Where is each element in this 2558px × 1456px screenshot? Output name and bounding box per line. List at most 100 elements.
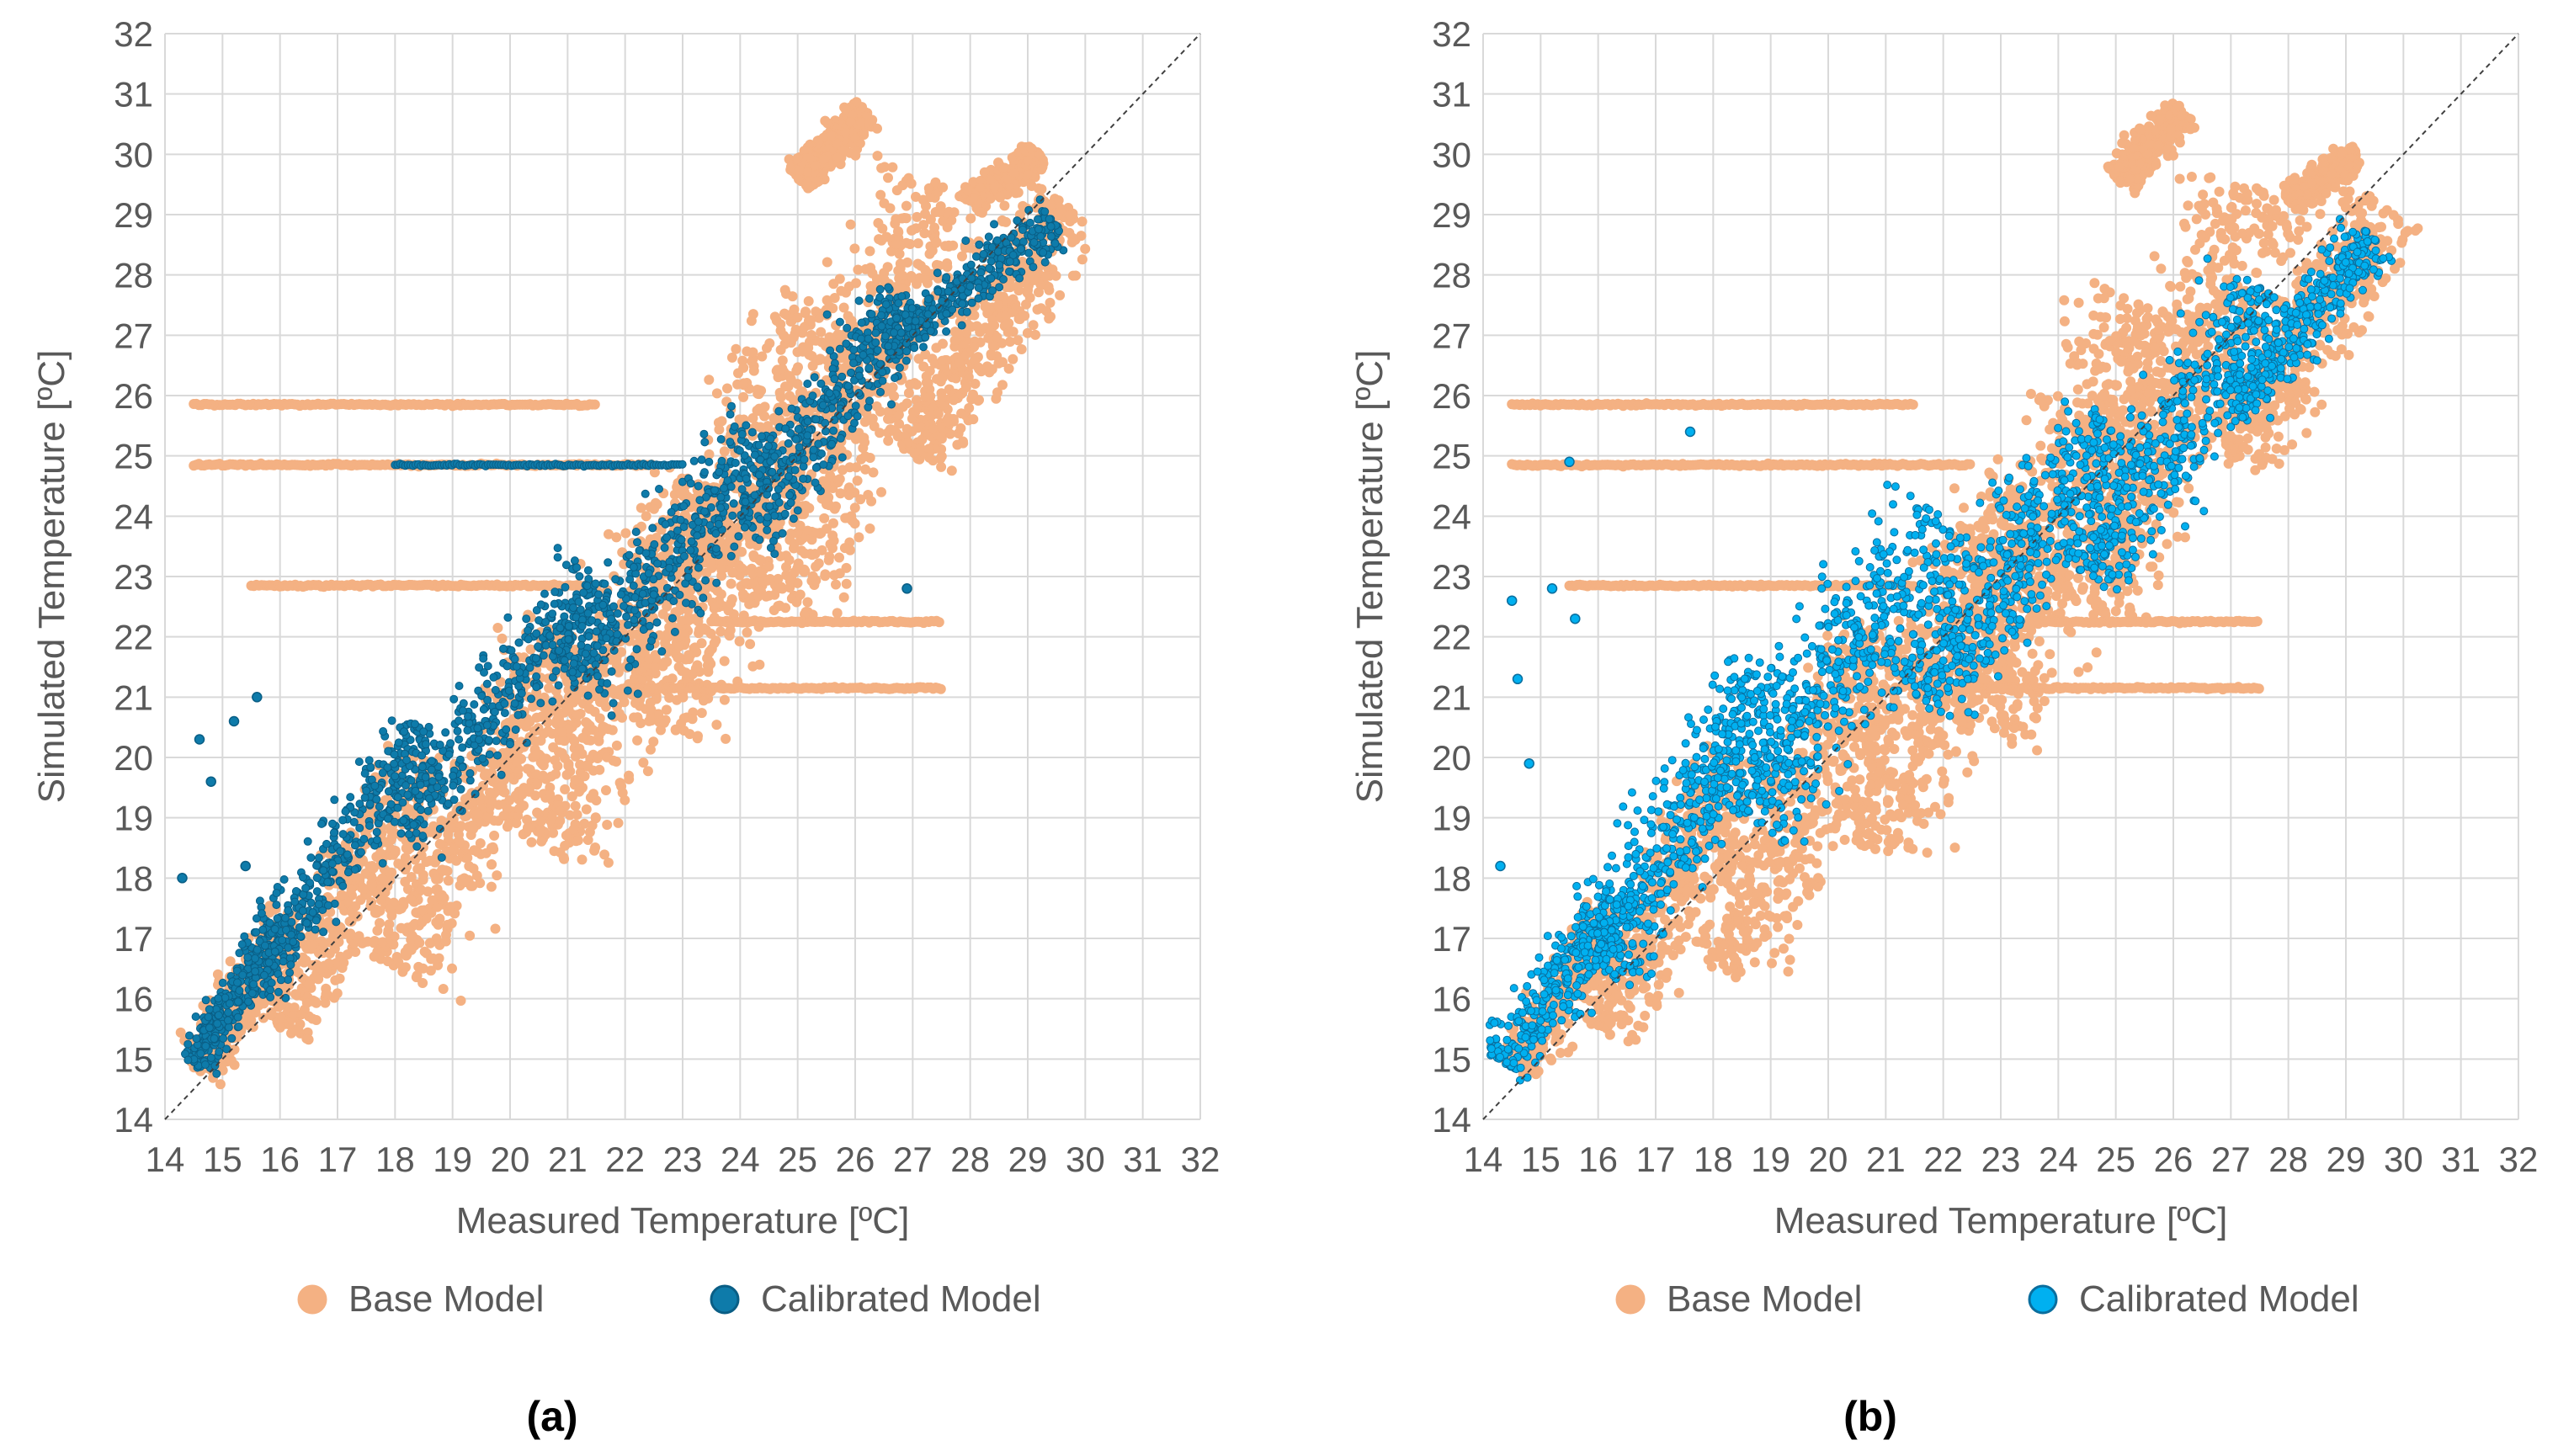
base-model-point (569, 736, 580, 747)
base-model-point (748, 365, 759, 376)
calibrated-model-point (227, 1034, 237, 1043)
base-model-point (215, 1079, 226, 1090)
base-model-point (737, 589, 748, 599)
calibrated-model-point (213, 1019, 222, 1028)
calibrated-model-point (235, 986, 244, 995)
base-model-point (1028, 320, 1039, 331)
base-model-point (431, 874, 442, 885)
base-model-point (532, 778, 543, 789)
base-model-point (346, 884, 357, 895)
base-model-point (572, 835, 583, 846)
base-model-point (664, 693, 675, 703)
base-model-point (882, 262, 893, 273)
base-model-point (1077, 254, 1088, 265)
base-model-point (590, 812, 601, 823)
base-model-point (696, 708, 707, 719)
base-model-point (574, 786, 585, 797)
base-model-point (687, 714, 698, 725)
base-model-point (753, 388, 763, 399)
base-model-point (275, 1012, 286, 1023)
base-model-point (417, 963, 428, 974)
calibrated-model-point (185, 1031, 194, 1040)
base-model-point (534, 826, 545, 837)
base-model-point (1045, 297, 1056, 308)
base-model-point (938, 182, 949, 193)
base-model-point (747, 578, 758, 589)
base-model-point (698, 695, 709, 706)
base-model-point (849, 243, 860, 254)
base-model-point (447, 963, 457, 974)
base-model-point (524, 784, 534, 794)
base-model-point (594, 713, 605, 724)
base-model-point (719, 656, 730, 667)
base-model-point (564, 692, 574, 703)
base-model-point (490, 759, 501, 770)
base-model-point (937, 392, 948, 403)
base-model-point (522, 763, 533, 774)
base-model-point (291, 1025, 302, 1036)
base-model-point (957, 251, 967, 262)
base-model-point (973, 362, 984, 373)
base-model-point (572, 709, 582, 720)
base-model-point (465, 930, 476, 941)
base-model-point (841, 513, 852, 523)
base-model-point (678, 627, 689, 638)
base-model-point (912, 401, 923, 412)
base-model-point (734, 414, 745, 425)
base-model-point (868, 467, 879, 478)
base-model-point (602, 820, 613, 830)
base-model-point (711, 388, 722, 399)
base-model-point (649, 503, 659, 514)
base-model-point (789, 567, 800, 578)
base-model-point (775, 392, 786, 402)
base-model-point (492, 870, 503, 881)
base-model-point (925, 192, 936, 203)
base-model-point (933, 409, 944, 419)
base-model-point (311, 1015, 322, 1025)
base-model-point (611, 740, 622, 751)
base-model-point (851, 97, 862, 108)
base-model-point (829, 570, 840, 581)
base-model-point (1034, 287, 1044, 298)
base-model-point (411, 972, 422, 983)
base-model-point (907, 225, 917, 236)
base-model-point (570, 774, 581, 785)
base-model-point (923, 444, 934, 454)
base-model-point (448, 843, 459, 854)
base-model-point (405, 894, 416, 905)
base-model-point (816, 327, 827, 337)
chart-panel-a: 14 15 16 17 18 19 20 21 22 23 24 25 26 27 28 29 30 31 32 1… (31, 14, 1220, 1440)
base-model-point (827, 543, 838, 554)
base-model-point (675, 487, 686, 498)
base-model-point (952, 439, 963, 450)
base-model-point (714, 424, 725, 435)
base-model-point (468, 823, 479, 834)
base-model-point (968, 414, 979, 425)
base-model-point (616, 781, 627, 792)
base-model-point (431, 885, 442, 895)
base-model-point (557, 726, 567, 737)
base-model-point (875, 407, 885, 417)
base-model-point (451, 855, 462, 866)
base-model-point (969, 193, 980, 204)
base-model-point (864, 523, 875, 534)
base-model-point (851, 278, 861, 289)
base-model-point (550, 755, 561, 766)
base-model-point (1076, 231, 1087, 242)
base-model-point (891, 239, 901, 249)
base-model-point (954, 357, 965, 368)
calibrated-model-point (196, 1049, 205, 1058)
calibrated-model-point (204, 1012, 213, 1022)
base-model-point (1002, 319, 1013, 330)
base-model-point (801, 178, 812, 189)
base-model-point (845, 117, 856, 128)
base-model-point (872, 151, 883, 162)
base-model-point (726, 594, 737, 604)
base-model-point (965, 213, 976, 224)
base-model-point (871, 274, 882, 284)
base-model-point (434, 838, 445, 849)
base-model-point (1034, 149, 1045, 160)
base-model-point (512, 757, 523, 768)
base-model-points (175, 97, 1091, 1090)
base-model-point (929, 222, 940, 233)
